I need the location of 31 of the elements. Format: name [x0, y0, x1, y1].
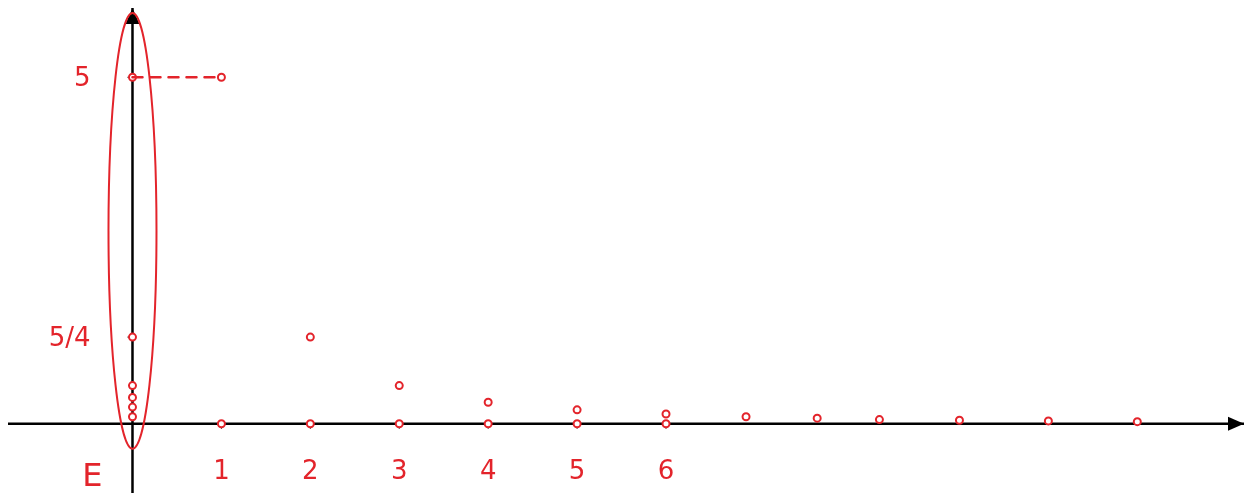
point — [127, 332, 137, 342]
point — [127, 392, 137, 402]
point — [127, 402, 137, 412]
point — [305, 332, 315, 342]
x-tick-label: 1 — [213, 454, 230, 485]
x-tick-label: 4 — [479, 454, 497, 485]
point — [483, 397, 493, 407]
point — [661, 409, 671, 419]
x-tick-label: 6 — [657, 454, 675, 485]
point — [874, 415, 884, 425]
point — [127, 381, 137, 391]
point — [661, 419, 671, 429]
y-tick-label: 5/4 — [48, 322, 91, 353]
x-tick-label: 2 — [302, 454, 319, 485]
point — [216, 419, 226, 429]
point — [394, 381, 404, 391]
point — [127, 412, 137, 422]
point — [572, 419, 582, 429]
x-tick-label: 3 — [390, 454, 408, 485]
point — [1132, 417, 1142, 427]
point — [954, 415, 964, 425]
point — [394, 419, 404, 429]
point — [1043, 416, 1053, 426]
point — [741, 412, 751, 422]
point — [216, 72, 226, 82]
point — [305, 419, 315, 429]
point — [812, 413, 822, 423]
annotation: E — [82, 455, 103, 494]
x-tick-label: 5 — [568, 454, 586, 485]
point — [483, 419, 493, 429]
point — [572, 405, 582, 415]
